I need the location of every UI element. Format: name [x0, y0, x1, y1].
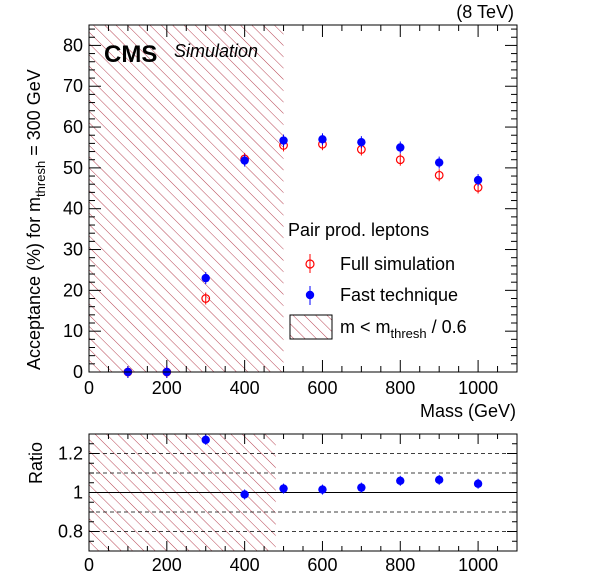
ratio-point [396, 476, 405, 485]
ratio-point [240, 490, 249, 499]
x-tick-label: 1000 [458, 378, 498, 398]
x-tick-label: 0 [84, 378, 94, 398]
fast-point [201, 273, 210, 283]
ratio-point [279, 484, 288, 493]
ratio-reference-lines [89, 453, 517, 532]
fast-point [318, 135, 327, 144]
main-y-ticks: 0 10 20 30 40 50 60 70 80 [63, 28, 517, 382]
full-sim-point [395, 155, 405, 165]
ratio-point [434, 475, 444, 485]
x-tick-label: 600 [307, 378, 337, 398]
legend-hatch-main: m < m [340, 317, 391, 337]
full-sim-point [201, 294, 211, 303]
ratio-x-tick-label: 800 [385, 555, 415, 572]
main-data-points [123, 133, 483, 378]
main-frame [88, 24, 518, 373]
x-tick-label: 400 [230, 378, 260, 398]
ratio-point [473, 479, 483, 488]
energy-label: (8 TeV) [456, 2, 514, 22]
simulation-label: Simulation [174, 41, 258, 61]
y-tick-label: 50 [63, 158, 83, 178]
ratio-y-axis-title: Ratio [26, 442, 46, 484]
y-tick-label: 70 [63, 76, 83, 96]
y-tick-label: 60 [63, 117, 83, 137]
legend-hatch-swatch [289, 314, 333, 340]
y-axis-title-tail: = 300 GeV [24, 69, 44, 161]
ratio-point [201, 435, 210, 445]
y-axis-title-sub: thresh [33, 161, 48, 197]
full-sim-point [434, 170, 444, 180]
fast-point [279, 136, 288, 145]
ratio-x-tick-label: 600 [307, 555, 337, 572]
y-tick-label: 30 [63, 240, 83, 260]
ratio-x-tick-label: 200 [152, 555, 182, 572]
ratio-y-tick-label: 1 [73, 483, 83, 503]
fast-point [396, 143, 405, 152]
ratio-y-ticks: 0.8 1 1.2 [58, 433, 517, 552]
ratio-panel: 0 200 400 600 800 1000 0.8 1 1.2 Ratio [26, 433, 518, 572]
ratio-y-tick-label: 0.8 [58, 522, 83, 542]
ratio-data-points [201, 434, 483, 500]
legend-hatch-sub: thresh [391, 326, 427, 341]
ratio-x-ticks: 0 200 400 600 800 1000 [84, 434, 518, 572]
y-tick-label: 10 [63, 321, 83, 341]
ratio-point [318, 485, 327, 494]
ratio-x-tick-label: 1000 [458, 555, 498, 572]
y-tick-label: 20 [63, 280, 83, 300]
y-tick-label: 80 [63, 35, 83, 55]
legend-hatch-label: m < mthresh / 0.6 [340, 317, 467, 341]
fast-point [434, 158, 444, 167]
y-axis-title: Acceptance (%) for mthresh = 300 GeV [24, 69, 48, 370]
main-x-ticks: 0 200 400 600 800 1000 [84, 25, 518, 398]
ratio-y-tick-label: 1.2 [58, 444, 83, 464]
y-tick-label: 40 [63, 199, 83, 219]
x-tick-label: 200 [152, 378, 182, 398]
ratio-point [357, 483, 366, 492]
y-axis-title-main: Acceptance (%) for m [24, 197, 44, 370]
hatched-region [89, 25, 284, 372]
legend-full-sim-marker [305, 259, 315, 269]
fast-point [473, 175, 483, 185]
legend-title: Pair prod. leptons [288, 220, 429, 240]
ratio-x-tick-label: 0 [84, 555, 94, 572]
legend-full-sim-label: Full simulation [340, 254, 455, 274]
fast-point [357, 137, 366, 147]
x-axis-title: Mass (GeV) [420, 401, 516, 421]
x-tick-label: 800 [385, 378, 415, 398]
legend-hatch-tail: / 0.6 [427, 317, 467, 337]
legend: Pair prod. leptons Full simulation Fast … [288, 220, 467, 341]
legend-fast-label: Fast technique [340, 285, 458, 305]
y-tick-label: 0 [73, 362, 83, 382]
ratio-x-tick-label: 400 [230, 555, 260, 572]
fast-point [240, 156, 249, 165]
cms-label: CMS [104, 41, 157, 68]
ratio-frame [88, 433, 518, 552]
legend-fast-marker [305, 290, 315, 300]
